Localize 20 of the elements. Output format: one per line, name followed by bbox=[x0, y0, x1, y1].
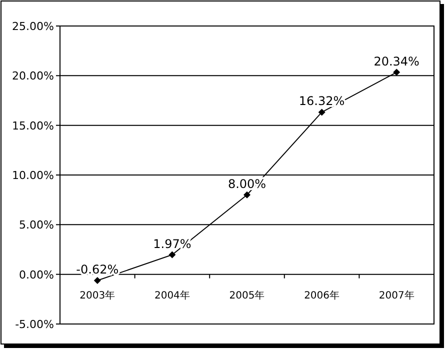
point bbox=[318, 108, 326, 116]
y-tick-label: 20.00% bbox=[12, 70, 54, 83]
x-tick-label: 2004年 bbox=[154, 289, 190, 302]
y-tick-label: 5.00% bbox=[19, 218, 54, 232]
point bbox=[393, 68, 400, 76]
y-tick-label: -5.00% bbox=[15, 318, 54, 331]
data-label: 20.34% bbox=[374, 54, 420, 68]
y-tick-label: 0.00% bbox=[19, 268, 54, 282]
x-tick-label: 2003年 bbox=[80, 289, 116, 302]
x-tick-label: 2007年 bbox=[378, 289, 414, 302]
point bbox=[94, 276, 101, 284]
point bbox=[168, 251, 176, 258]
point bbox=[244, 191, 250, 198]
x-tick-label: 2005年 bbox=[229, 289, 265, 302]
y-tick-label: 25.00% bbox=[12, 20, 54, 33]
y-tick-label: 15.00% bbox=[12, 119, 54, 132]
y-tick-label: 10.00% bbox=[12, 169, 54, 182]
data-label: -0.62% bbox=[76, 262, 119, 276]
x-tick-label: 2006年 bbox=[304, 289, 340, 302]
data-label: 16.32% bbox=[298, 94, 345, 108]
